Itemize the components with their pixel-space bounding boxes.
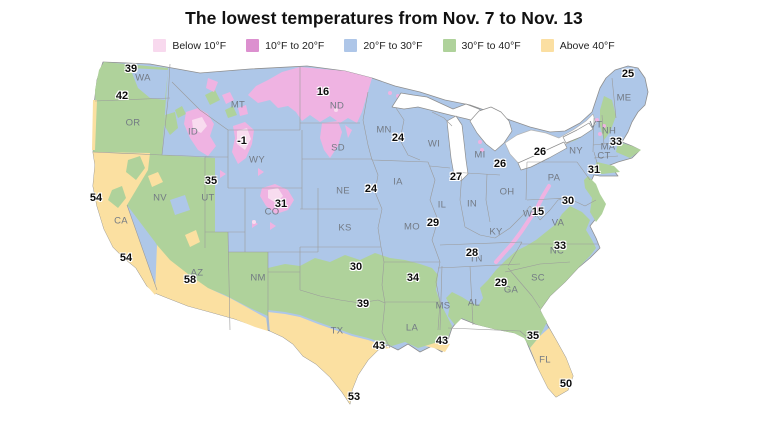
- pink-mt-nd: [248, 67, 372, 123]
- legend-swatch: [153, 39, 167, 52]
- green-maine-strip: [600, 96, 616, 140]
- green-mass-coast: [616, 142, 641, 158]
- legend-item: 10°F to 20°F: [246, 39, 324, 52]
- legend-item: 20°F to 30°F: [344, 39, 423, 52]
- green-ct-li: [592, 162, 620, 174]
- lake-michigan: [446, 115, 469, 182]
- lake-erie: [517, 141, 568, 171]
- legend-label: Below 10°F: [172, 39, 227, 52]
- green-west: [93, 62, 268, 316]
- green-plains: [268, 253, 452, 350]
- legend-swatch: [344, 39, 358, 52]
- page-title: The lowest temperatures from Nov. 7 to N…: [185, 8, 583, 28]
- region-30-40: [93, 62, 641, 350]
- region-above-40: [92, 100, 573, 404]
- pink-sd: [320, 121, 342, 158]
- lightpink-yellowstone: [237, 128, 251, 150]
- legend-item: Below 10°F: [153, 39, 226, 52]
- state-borders: [92, 63, 623, 349]
- green-southeast: [446, 206, 596, 348]
- great-lakes: [391, 92, 597, 182]
- legend-label: 20°F to 30°F: [363, 39, 423, 52]
- yellow-la-coast: [425, 342, 450, 352]
- yellow-texas: [268, 312, 390, 404]
- lake-ontario: [562, 122, 594, 144]
- yellow-az-nm: [155, 245, 268, 331]
- legend-swatch: [540, 39, 554, 52]
- legend: Below 10°F 10°F to 20°F 20°F to 30°F 30°F t…: [0, 39, 768, 52]
- legend-label: 10°F to 20°F: [265, 39, 325, 52]
- legend-label: 30°F to 40°F: [461, 39, 521, 52]
- blue-east-wa: [130, 68, 168, 100]
- yellow-or-coast: [92, 100, 97, 150]
- legend-item: Above 40°F: [540, 39, 615, 52]
- yellow-florida: [530, 328, 573, 397]
- yellow-california: [93, 152, 157, 295]
- region-below-10: [192, 108, 338, 224]
- pink-appalachia: [494, 184, 551, 264]
- region-20-30-patches: [130, 68, 190, 215]
- legend-swatch: [246, 39, 260, 52]
- legend-item: 30°F to 40°F: [442, 39, 521, 52]
- region-30-40-overlay: [108, 156, 145, 208]
- legend-label: Above 40°F: [559, 39, 615, 52]
- green-nj-delmarva: [584, 176, 606, 222]
- lake-huron: [469, 106, 513, 152]
- legend-swatch: [442, 39, 456, 52]
